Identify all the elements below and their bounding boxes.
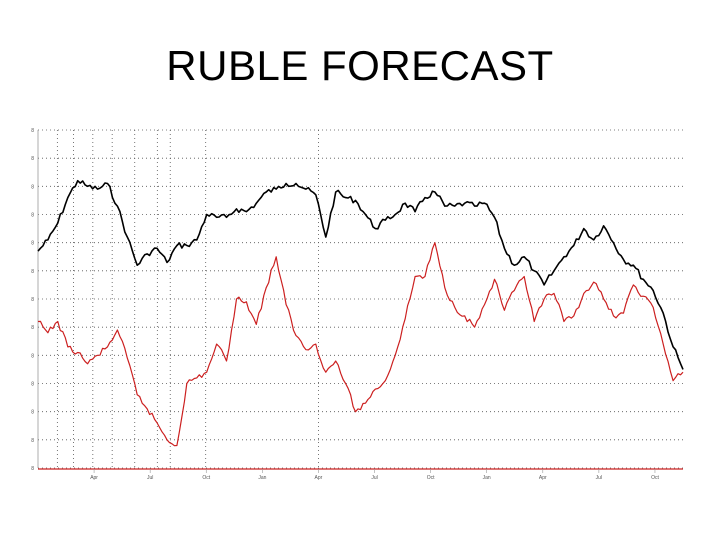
y-tick-label: 8 [31,297,34,303]
x-tick-label: Oct [427,475,435,481]
series-lines [37,179,684,447]
y-tick-label: 8 [31,353,34,359]
x-tick-label: Jan [483,475,491,481]
x-tick-labels: Apr Jul Oct Jan Apr Jul Oct Jan Apr Jul Oct [90,475,659,481]
y-tick-label: 8 [31,466,34,472]
x-tick-label: Oct [202,475,210,481]
x-tick-label: Apr [315,475,323,481]
y-tick-label: 8 [31,269,34,275]
x-tick-label: Jul [147,475,153,481]
y-tick-label: 8 [31,382,34,388]
red-series-line [37,242,684,447]
y-tick-label: 8 [31,438,34,444]
y-tick-label: 8 [31,184,34,190]
y-tick-label: 8 [31,128,34,134]
x-tick-label: Oct [651,475,659,481]
y-tick-labels: 8 8 8 8 8 8 8 8 8 8 8 8 8 [31,128,34,472]
x-tick-label: Jul [596,475,602,481]
chart-axes [37,130,683,473]
black-series-line [37,179,684,370]
y-tick-label: 8 [31,241,34,247]
x-tick-label: Jul [371,475,377,481]
x-tick-label: Apr [90,475,98,481]
y-tick-label: 8 [31,325,34,331]
y-tick-label: 8 [31,213,34,219]
slide-title: RUBLE FORECAST [166,42,554,89]
x-tick-label: Jan [258,475,266,481]
y-tick-label: 8 [31,156,34,162]
y-tick-label: 8 [31,410,34,416]
grid-lines [38,129,683,469]
x-tick-label: Apr [539,475,547,481]
